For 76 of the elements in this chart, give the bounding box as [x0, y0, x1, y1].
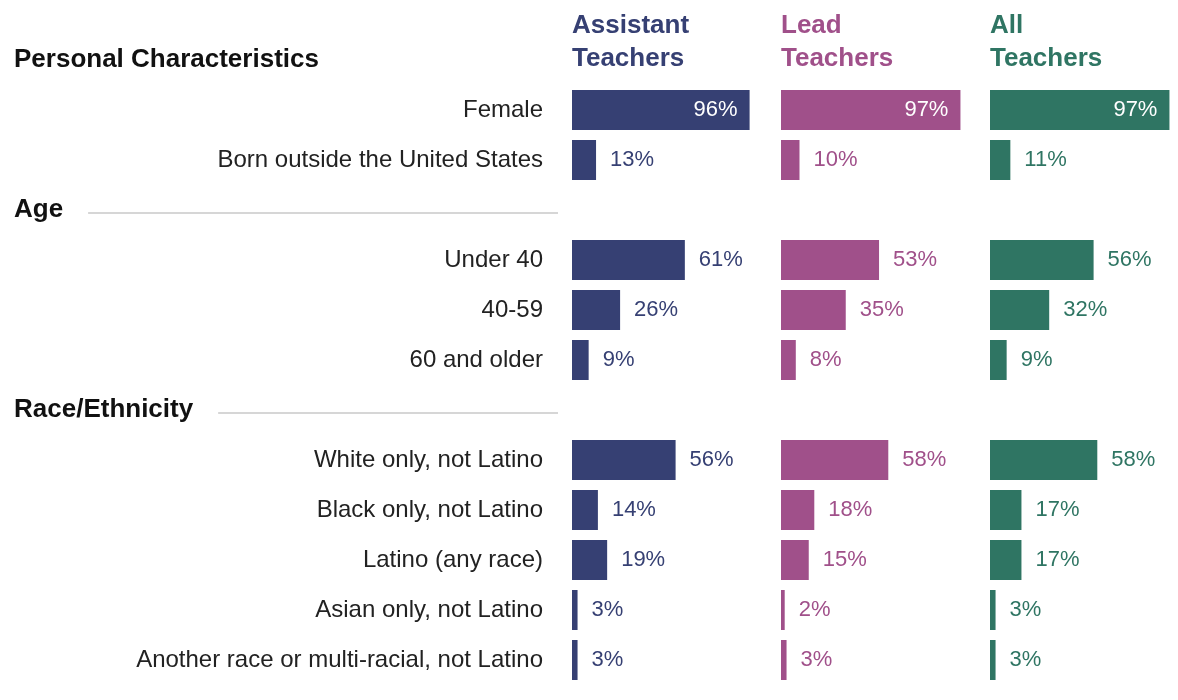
data-label: 35%	[859, 296, 904, 322]
data-label: 17%	[1035, 546, 1080, 572]
data-label: 11%	[1024, 146, 1067, 172]
data-label: 19%	[621, 546, 666, 572]
bar	[781, 640, 787, 680]
chart-title: All Teachers	[990, 8, 1103, 75]
bar	[781, 540, 809, 580]
data-label: 61%	[698, 246, 743, 272]
bar	[990, 440, 1098, 480]
bar	[990, 340, 1007, 380]
bar	[572, 590, 578, 630]
data-label: 3%	[800, 646, 833, 672]
bar	[572, 290, 621, 330]
bar	[781, 440, 889, 480]
data-label: 26%	[634, 296, 679, 322]
bar	[781, 590, 785, 630]
bar	[990, 590, 996, 630]
data-label: 9%	[1020, 346, 1053, 372]
data-label: 56%	[1107, 246, 1152, 272]
bar	[572, 340, 589, 380]
data-label: 9%	[602, 346, 635, 372]
data-label: 56%	[689, 446, 734, 472]
text: Personal Characteristics	[14, 43, 319, 74]
bar	[990, 90, 1170, 130]
bar	[572, 640, 578, 680]
data-label: 10%	[813, 146, 858, 172]
bar	[990, 140, 1011, 180]
chart-title: Lead Teachers	[781, 8, 894, 75]
data-label: 13%	[610, 146, 655, 172]
bar	[990, 290, 1050, 330]
data-label: 8%	[809, 346, 842, 372]
y-tick-label: Born outside the United States	[217, 144, 543, 172]
data-label: 18%	[828, 496, 873, 522]
bar	[572, 490, 598, 530]
data-label: 58%	[1111, 446, 1156, 472]
bar	[990, 540, 1022, 580]
y-tick-label: Asian only, not Latino	[315, 594, 543, 622]
bar	[781, 90, 961, 130]
bar	[572, 90, 750, 130]
data-label: 14%	[611, 496, 656, 522]
y-tick-label: Latino (any race)	[362, 544, 543, 572]
data-label: 96%	[693, 96, 738, 122]
bar	[781, 140, 800, 180]
chart-title: Assistant Teachers	[572, 8, 690, 75]
bar	[781, 340, 796, 380]
data-label: 53%	[893, 246, 938, 272]
bar	[990, 240, 1094, 280]
data-label: 3%	[1009, 646, 1042, 672]
data-label: 32%	[1063, 296, 1108, 322]
bar	[781, 240, 880, 280]
data-label: 17%	[1035, 496, 1080, 522]
y-tick-label: Another race or multi-racial, not Latino	[136, 644, 543, 672]
data-label: 97%	[904, 96, 949, 122]
text: Race/Ethnicity	[14, 393, 194, 424]
y-tick-label: 40-59	[481, 294, 543, 322]
bar	[572, 140, 597, 180]
data-label: 2%	[798, 596, 831, 622]
data-label: 3%	[591, 646, 624, 672]
bar	[781, 290, 846, 330]
bar	[990, 490, 1022, 530]
data-label: 58%	[902, 446, 947, 472]
bar	[781, 490, 815, 530]
y-tick-label: White only, not Latino	[313, 444, 543, 472]
bar	[572, 540, 608, 580]
data-label: 3%	[591, 596, 624, 622]
y-tick-label: Under 40	[444, 244, 543, 272]
bar	[572, 440, 676, 480]
data-label: 3%	[1009, 596, 1042, 622]
bar	[572, 240, 685, 280]
y-tick-label: Female	[462, 94, 543, 122]
data-label: 97%	[1113, 96, 1158, 122]
data-label: 15%	[822, 546, 867, 572]
y-tick-label: Black only, not Latino	[316, 494, 543, 522]
y-tick-label: 60 and older	[409, 344, 543, 372]
text: Age	[14, 193, 64, 224]
bar	[990, 640, 996, 680]
